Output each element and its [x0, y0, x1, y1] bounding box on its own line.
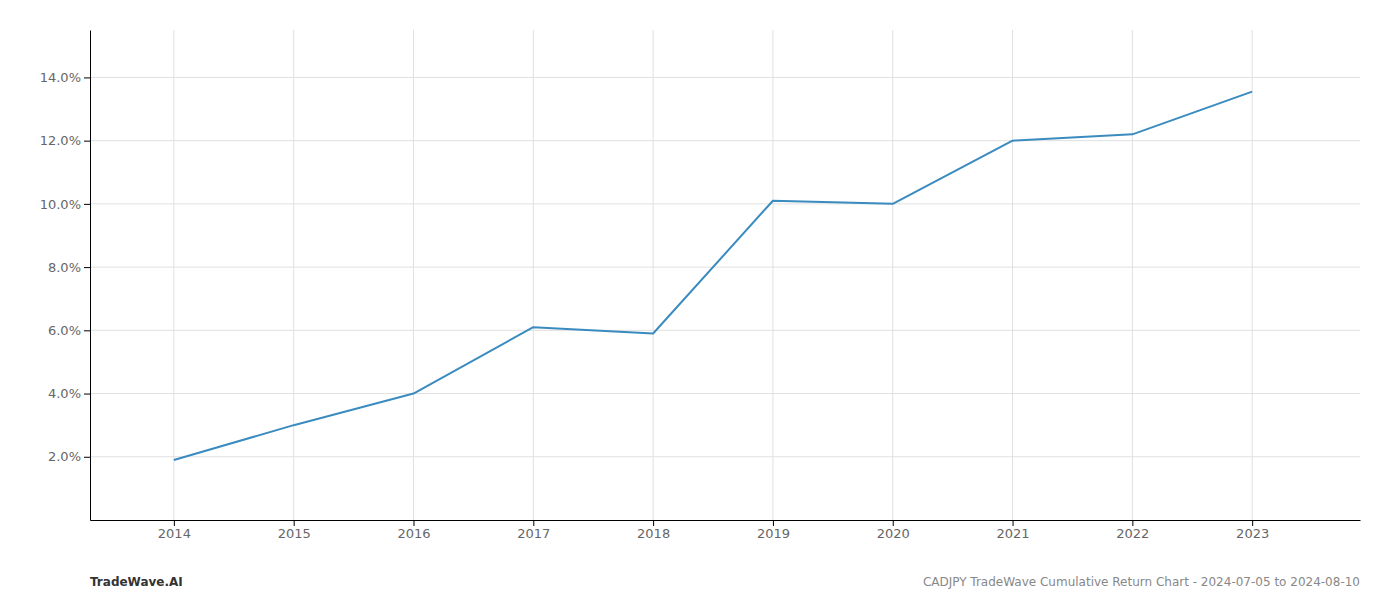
y-tick-mark: [84, 330, 90, 331]
y-tick: 14.0%: [40, 70, 90, 85]
marks: [174, 92, 1252, 460]
grid-line-y: [90, 267, 1360, 268]
x-tick-mark: [533, 520, 534, 526]
x-tick-mark: [653, 520, 654, 526]
x-tick: 2014: [158, 520, 191, 541]
x-tick-label: 2021: [997, 526, 1030, 541]
y-tick-mark: [84, 204, 90, 205]
grid-line-x: [293, 30, 294, 520]
x-tick-label: 2017: [517, 526, 550, 541]
x-tick-mark: [174, 520, 175, 526]
y-axis: 2.0% 4.0% 6.0% 8.0% 10.0% 12.0% 14.0%: [40, 31, 91, 521]
y-tick-label: 14.0%: [40, 70, 81, 85]
grid-line-x: [653, 30, 654, 520]
y-tick: 8.0%: [48, 260, 90, 275]
chart: 2014 2015 2016 2017 2018 2019 2020 2021 2022 2023…: [0, 0, 1400, 600]
x-tick-label: 2020: [877, 526, 910, 541]
grid-line-y: [90, 393, 1360, 394]
grid-line-y: [90, 203, 1360, 204]
grid: [90, 30, 1360, 520]
grid-line-x: [533, 30, 534, 520]
y-tick-label: 10.0%: [40, 197, 81, 212]
y-tick: 2.0%: [48, 449, 90, 464]
x-axis: 2014 2015 2016 2017 2018 2019 2020 2021 2022 2023: [91, 520, 1361, 541]
footer-left: TradeWave.AI: [90, 575, 183, 589]
x-tick-label: 2023: [1236, 526, 1269, 541]
x-tick: 2021: [997, 520, 1030, 541]
x-tick: 2016: [397, 520, 430, 541]
x-axis-line: [91, 520, 1361, 521]
y-tick-label: 6.0%: [48, 323, 81, 338]
grid-line-x: [1012, 30, 1013, 520]
grid-line-x: [413, 30, 414, 520]
x-tick-mark: [1132, 520, 1133, 526]
y-tick-label: 12.0%: [40, 133, 81, 148]
y-tick-label: 8.0%: [48, 260, 81, 275]
grid-line-y: [90, 140, 1360, 141]
y-tick-mark: [84, 457, 90, 458]
x-tick-label: 2022: [1116, 526, 1149, 541]
grid-line-x: [772, 30, 773, 520]
y-tick-mark: [84, 77, 90, 78]
grid-line-x: [1252, 30, 1253, 520]
x-tick: 2018: [637, 520, 670, 541]
grid-line-x: [1132, 30, 1133, 520]
y-tick: 12.0%: [40, 133, 90, 148]
x-tick-label: 2018: [637, 526, 670, 541]
y-axis-line: [90, 31, 91, 521]
y-tick: 4.0%: [48, 386, 90, 401]
x-tick: 2017: [517, 520, 550, 541]
grid-line-y: [90, 330, 1360, 331]
x-tick-mark: [1252, 520, 1253, 526]
x-tick: 2022: [1116, 520, 1149, 541]
x-tick: 2020: [877, 520, 910, 541]
x-tick: 2015: [278, 520, 311, 541]
grid-line-x: [892, 30, 893, 520]
footer-right: CADJPY TradeWave Cumulative Return Chart…: [923, 575, 1360, 589]
x-tick-label: 2015: [278, 526, 311, 541]
x-tick-label: 2014: [158, 526, 191, 541]
x-tick-mark: [1013, 520, 1014, 526]
y-tick-mark: [84, 267, 90, 268]
x-tick-mark: [294, 520, 295, 526]
x-tick-mark: [413, 520, 414, 526]
x-tick: 2019: [757, 520, 790, 541]
line: [174, 92, 1252, 460]
y-tick-label: 2.0%: [48, 449, 81, 464]
x-tick-label: 2016: [397, 526, 430, 541]
y-tick-mark: [84, 394, 90, 395]
x-tick: 2023: [1236, 520, 1269, 541]
grid-line-y: [90, 456, 1360, 457]
x-tick-mark: [893, 520, 894, 526]
grid-line-y: [90, 77, 1360, 78]
y-tick-mark: [84, 141, 90, 142]
y-tick-label: 4.0%: [48, 386, 81, 401]
y-tick: 6.0%: [48, 323, 90, 338]
plot-area: 2014 2015 2016 2017 2018 2019 2020 2021 2022 2023…: [40, 30, 1361, 541]
y-tick: 10.0%: [40, 197, 90, 212]
grid-line-x: [173, 30, 174, 520]
x-tick-mark: [773, 520, 774, 526]
x-tick-label: 2019: [757, 526, 790, 541]
